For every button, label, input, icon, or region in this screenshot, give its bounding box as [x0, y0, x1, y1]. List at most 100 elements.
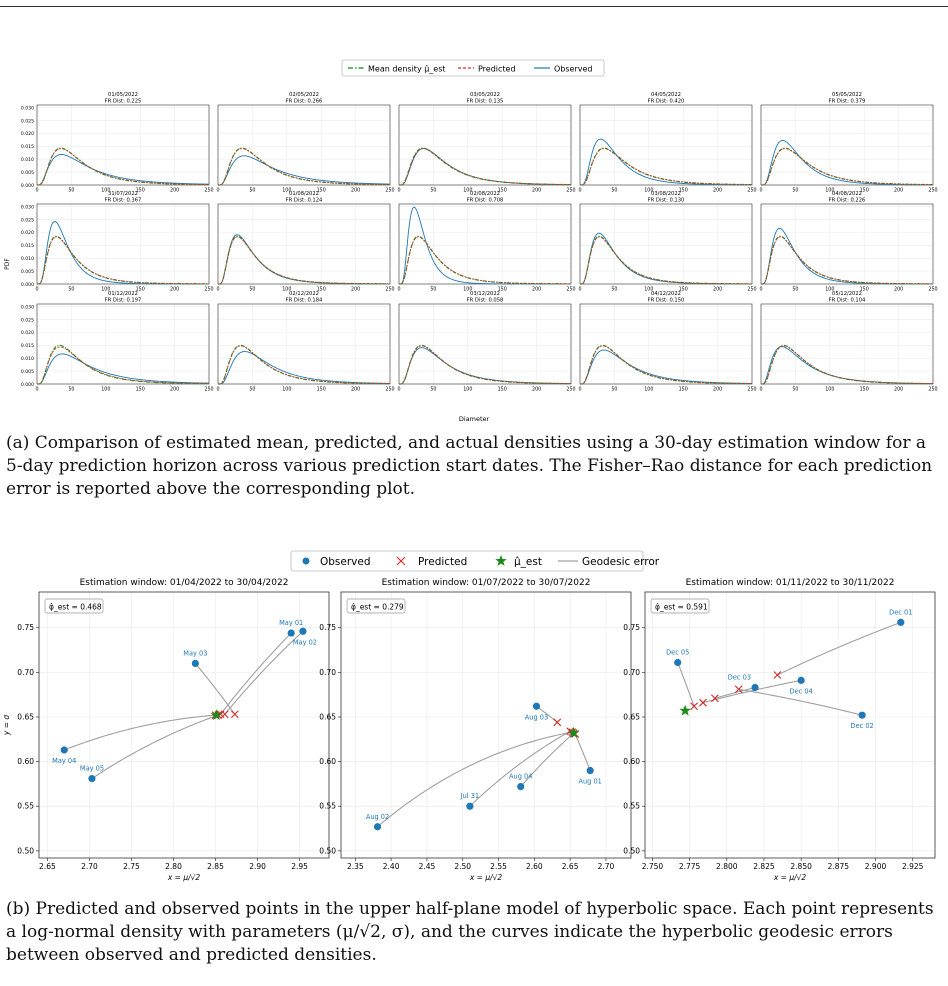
- predicted-curve: [580, 345, 753, 385]
- x-tick-label: 0: [216, 387, 219, 393]
- y-tick-label: 0.75: [319, 623, 336, 632]
- hyperbolic-legend: Observed Predicted μ̂_est Geodesic error: [290, 550, 660, 572]
- y-tick-label: 0.70: [17, 668, 34, 677]
- y-tick-label: 0.025: [21, 217, 34, 223]
- x-axis-label: x = μ/√2: [167, 873, 201, 882]
- x-tick-label: 0: [759, 387, 762, 393]
- predicted-curve: [761, 345, 934, 385]
- x-tick-label: 2.75: [123, 862, 140, 871]
- panel-frame: [760, 203, 934, 285]
- x-tick-label: 100: [463, 188, 472, 194]
- x-tick-label: 200: [894, 387, 903, 393]
- observed-point-label: May 03: [183, 649, 207, 657]
- x-tick-label: 50: [792, 387, 798, 393]
- panel-date: 02/05/2022: [289, 92, 319, 98]
- estimate-star-icon: [210, 709, 223, 721]
- observed-point-label: Aug 03: [525, 713, 548, 721]
- phi-estimate-label: φ̂_est = 0.468: [49, 603, 102, 612]
- x-tick-label: 100: [282, 287, 291, 293]
- panel-fr-distance: FR Dist: 0.104: [829, 298, 866, 304]
- panel-title: Estimation window: 01/04/2022 to 30/04/2…: [80, 578, 289, 588]
- observed-point-label: May 04: [52, 757, 76, 765]
- observed-curve: [218, 155, 391, 186]
- mean-density-curve: [218, 235, 390, 285]
- observed-point-label: Aug 02: [366, 813, 389, 821]
- panel-frame: [398, 203, 572, 285]
- hyperbolic-panel: 0.50 0.55 0.60 0.65 0.70 0.75 2.65 2.70 2.75 2.80…: [2, 578, 330, 882]
- predicted-curve: [580, 236, 752, 285]
- y-tick-label: 0.50: [17, 846, 34, 855]
- y-tick-label: 0.55: [319, 802, 336, 811]
- x-tick-label: 250: [385, 287, 394, 293]
- x-tick-label: 150: [136, 188, 145, 194]
- observed-point-label: Jul 31: [460, 792, 479, 800]
- x-tick-label: 250: [747, 188, 756, 194]
- x-tick-label: 150: [679, 387, 688, 393]
- phi-estimate-label: φ̂_est = 0.591: [655, 603, 708, 612]
- predicted-curve: [218, 345, 391, 385]
- density-panel: 0.000 0.005 0.010 0.015 0.020 0.025 0.030 0 50 10…: [21, 92, 214, 194]
- panel-frame: [217, 303, 391, 385]
- panel-fr-distance: FR Dist: 0.708: [467, 198, 504, 204]
- density-panel: 0.000 0.005 0.010 0.015 0.020 0.025 0.030 0 50 10…: [21, 191, 214, 293]
- panel-date: 04/12/2022: [651, 291, 681, 297]
- y-tick-label: 0.010: [21, 256, 34, 262]
- panel-frame: [760, 303, 934, 385]
- x-tick-label: 200: [713, 287, 722, 293]
- x-tick-label: 250: [566, 387, 575, 393]
- observed-marker: [751, 683, 759, 692]
- predicted-marker: [773, 671, 782, 679]
- x-tick-label: 2.70: [81, 862, 98, 871]
- observed-marker: [373, 823, 382, 831]
- x-tick-label: 150: [860, 387, 869, 393]
- x-tick-label: 0: [216, 287, 219, 293]
- y-tick-label: 0.55: [17, 802, 34, 811]
- x-tick-label: 50: [68, 287, 74, 293]
- panel-frame: [398, 104, 572, 186]
- density-grid-figure: Mean density μ̂_est Predicted Observed 0…: [4, 59, 938, 423]
- x-tick-label: 2.95: [291, 862, 308, 871]
- x-tick-label: 2.70: [598, 862, 615, 871]
- predicted-curve: [399, 345, 572, 385]
- x-tick-label: 150: [136, 387, 145, 393]
- observed-marker: [797, 676, 805, 684]
- observed-point-label: Dec 03: [728, 674, 751, 682]
- legend-observed-marker: [302, 557, 310, 565]
- panel-frame: [579, 203, 753, 285]
- x-tick-label: 50: [68, 387, 74, 393]
- x-tick-label: 150: [498, 387, 507, 393]
- x-tick-label: 100: [463, 287, 472, 293]
- x-tick-label: 2.50: [454, 862, 471, 871]
- y-tick-label: 0.005: [21, 369, 34, 375]
- estimate-star-icon: [679, 704, 691, 716]
- x-tick-label: 200: [351, 287, 360, 293]
- y-tick-label: 0.020: [21, 230, 34, 236]
- x-tick-label: 50: [792, 287, 798, 293]
- panel-date: 05/12/2022: [832, 291, 862, 297]
- observed-marker: [517, 782, 525, 791]
- y-tick-label: 0.010: [21, 157, 34, 163]
- x-tick-label: 250: [204, 387, 213, 393]
- x-tick-label: 150: [679, 188, 688, 194]
- y-tick-label: 0.000: [21, 183, 34, 189]
- panel-fr-distance: FR Dist: 0.130: [648, 198, 685, 204]
- x-tick-label: 100: [463, 387, 472, 393]
- panel-fr-distance: FR Dist: 0.225: [105, 99, 142, 105]
- observed-curve: [37, 221, 209, 285]
- observed-marker: [858, 711, 866, 719]
- x-tick-label: 50: [249, 188, 255, 194]
- x-tick-label: 50: [430, 287, 436, 293]
- x-tick-label: 50: [430, 188, 436, 194]
- y-tick-label: 0.55: [623, 802, 640, 811]
- panel-date: 01/05/2022: [108, 92, 138, 98]
- x-tick-label: 50: [611, 387, 617, 393]
- x-tick-label: 150: [317, 188, 326, 194]
- observed-point-label: Dec 01: [889, 608, 912, 616]
- predicted-curve: [37, 236, 209, 285]
- legend-observed-label: Observed: [554, 65, 593, 74]
- x-tick-label: 100: [644, 287, 653, 293]
- y-tick-label: 0.50: [623, 846, 640, 855]
